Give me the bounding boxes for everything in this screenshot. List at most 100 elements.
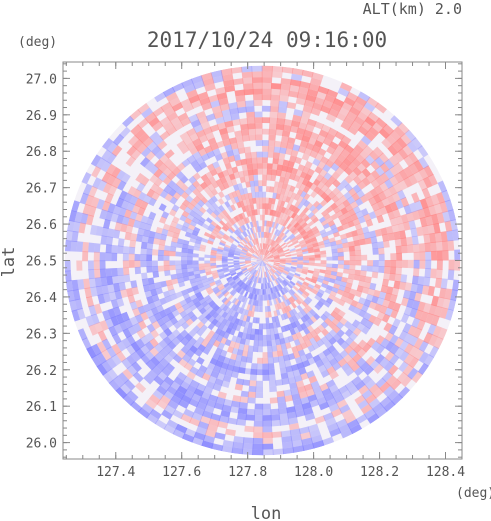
echo-bin-negative [249,334,255,341]
echo-bin-positive [238,226,244,233]
echo-bin-negative [264,265,267,272]
echo-bin-negative [335,418,348,428]
echo-bin-positive [308,83,320,92]
echo-bin-negative [303,200,311,208]
echo-bin-positive [354,269,361,276]
echo-bin-negative [272,286,277,293]
echo-bin-positive [273,255,280,258]
echo-bin-negative [454,249,461,261]
echo-bin-positive [250,247,255,253]
echo-bin-positive [416,226,424,237]
echo-bin-positive [350,230,359,237]
echo-bin-positive [281,135,290,143]
echo-bin-positive [274,279,279,286]
echo-bin-negative [354,380,366,391]
echo-bin-negative [282,441,294,449]
echo-bin-negative [328,278,336,284]
echo-bin-negative [270,334,276,341]
echo-bin-negative [290,321,298,329]
echo-bin-negative [303,298,311,306]
echo-bin-negative [264,277,267,284]
echo-bin-positive [171,278,179,285]
echo-bin-positive [111,145,123,157]
echo-bin-positive [338,107,350,117]
echo-bin-negative [206,297,213,304]
echo-bin-positive [343,96,356,107]
echo-bin-negative [79,192,89,205]
echo-bin-positive [268,245,272,251]
echo-bin-negative [191,206,200,214]
echo-bin-negative [257,346,263,353]
echo-bin-negative [446,230,454,242]
echo-bin-negative [237,280,244,287]
echo-bin-positive [157,265,165,272]
echo-bin-negative [168,288,176,296]
echo-bin-negative [221,318,228,326]
echo-bin-positive [324,317,332,326]
echo-bin-positive [227,294,234,301]
echo-bin-positive [283,248,290,253]
echo-bin-positive [259,203,263,209]
altitude-label: ALT(km) 2.0 [363,0,462,18]
echo-bin-positive [418,168,429,180]
echo-bin-negative [99,260,106,270]
echo-bin-negative [428,345,440,358]
echo-bin-positive [242,77,254,84]
echo-bin-positive [278,252,285,256]
echo-bin-negative [224,320,231,327]
echo-bin-positive [274,216,280,223]
echo-bin-negative [223,248,230,252]
echo-bin-negative [146,217,154,226]
echo-bin-negative [221,258,228,261]
echo-bin-positive [303,129,313,138]
echo-bin-positive [182,199,191,207]
echo-bin-negative [331,263,339,269]
echo-bin-positive [207,94,219,103]
echo-bin-negative [210,370,220,379]
echo-bin-positive [401,245,408,254]
echo-bin-negative [245,414,255,421]
echo-bin-positive [297,164,306,172]
echo-bin-negative [296,362,305,370]
echo-bin-negative [320,336,329,344]
echo-bin-positive [338,299,346,307]
echo-bin-negative [262,260,266,266]
echo-bin-positive [331,195,340,203]
echo-bin-negative [215,116,225,125]
echo-bin-negative [164,270,171,277]
echo-bin-positive [271,169,278,176]
echo-bin-negative [223,246,230,250]
echo-bin-positive [277,350,284,357]
echo-bin-positive [381,313,391,323]
echo-bin-negative [240,282,246,289]
echo-bin-negative [376,297,385,306]
echo-bin-negative [226,149,234,158]
echo-bin-negative [392,318,401,329]
echo-bin-negative [404,129,417,142]
echo-bin-negative [278,100,288,108]
echo-bin-positive [390,309,399,319]
echo-bin-negative [289,235,296,241]
echo-bin-positive [295,215,302,223]
echo-bin-positive [404,282,412,292]
echo-bin-negative [140,157,151,168]
echo-bin-negative [268,363,275,370]
echo-bin-negative [283,287,289,293]
echo-bin-positive [316,181,325,190]
echo-bin-positive [307,88,319,97]
echo-bin-positive [209,234,216,240]
echo-bin-positive [244,245,250,250]
echo-bin-negative [340,428,353,439]
echo-bin-positive [313,334,321,343]
echo-bin-negative [183,375,194,385]
echo-bin-positive [400,197,410,208]
echo-bin-negative [238,243,244,249]
echo-bin-negative [336,337,346,346]
echo-bin-negative [331,389,342,399]
echo-bin-positive [298,276,306,282]
echo-bin-positive [301,69,314,78]
echo-bin-negative [229,280,236,286]
echo-bin-negative [263,283,266,290]
echo-bin-negative [200,324,208,332]
echo-bin-negative [214,347,223,355]
